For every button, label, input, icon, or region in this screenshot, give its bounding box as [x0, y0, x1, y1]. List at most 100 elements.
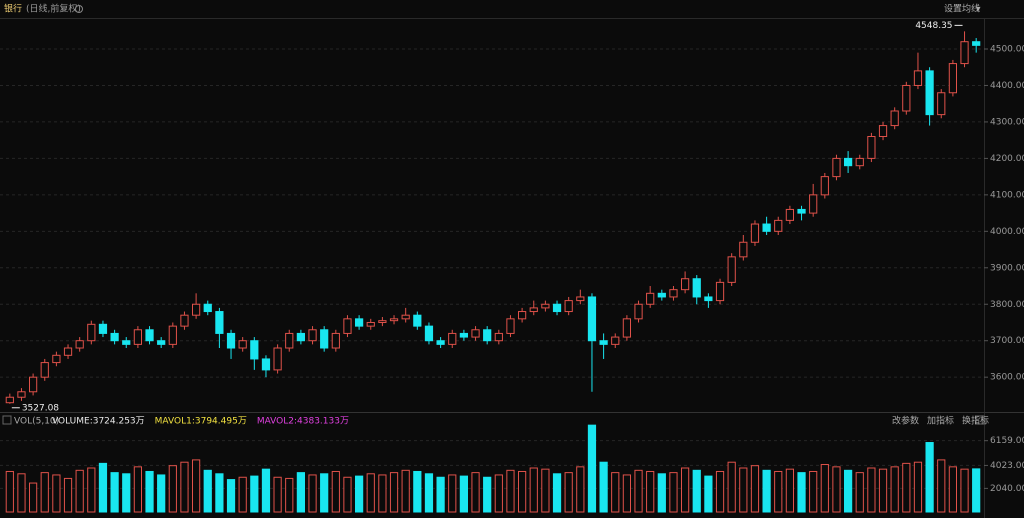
volume-bar	[890, 466, 899, 513]
volume-bar	[215, 473, 224, 513]
volume-bar	[739, 467, 748, 513]
candle-body	[215, 311, 224, 334]
candle-body	[867, 136, 876, 159]
candle-body	[63, 347, 73, 356]
volume-bar	[308, 474, 317, 513]
candle-body	[576, 296, 585, 302]
volume-bar	[925, 442, 934, 513]
candle-body	[960, 41, 969, 65]
candle-body	[191, 303, 201, 316]
candle-body	[401, 314, 410, 320]
volume-bar	[436, 476, 445, 513]
candle-body	[506, 318, 515, 334]
candle-body	[890, 110, 899, 127]
candle-body	[599, 340, 608, 345]
candle-body	[820, 176, 829, 196]
volume-label: VOL(5,10)	[14, 417, 59, 427]
indicator-button[interactable]: 换指标	[962, 415, 989, 427]
volume-bar	[354, 475, 364, 513]
candle-body	[436, 340, 445, 345]
volume-bar	[413, 470, 422, 513]
candle-body	[564, 300, 573, 313]
volume-bar	[948, 466, 958, 513]
volume-bar	[343, 476, 352, 513]
y-tick-label: 4200.00	[990, 154, 1024, 164]
candle-body	[762, 223, 771, 232]
volume-bar	[483, 476, 492, 513]
dropdown-arrow[interactable]: ▾	[976, 5, 981, 15]
volume-bar	[832, 466, 841, 513]
candle-body	[413, 314, 422, 327]
candle-body	[40, 362, 49, 378]
volume-bar	[28, 482, 38, 513]
candle-body	[611, 336, 620, 345]
candle-body	[552, 303, 562, 313]
y-tick-label: 4400.00	[990, 81, 1024, 91]
candle-body	[494, 332, 503, 342]
volume-bar	[867, 467, 876, 513]
candle-body	[855, 157, 864, 167]
y-tick-label: 4500.00	[990, 44, 1024, 54]
help-icon[interactable]	[2, 415, 12, 425]
candle-body	[448, 332, 457, 345]
volume-bar	[843, 469, 853, 513]
volume-bar	[878, 468, 888, 513]
volume-bar	[459, 475, 469, 513]
candle-body	[238, 340, 247, 349]
volume-bar	[63, 477, 73, 513]
volume-bar	[564, 472, 573, 513]
volume-bar	[972, 468, 981, 513]
volume-bar	[168, 465, 177, 513]
y-tick-label: 3800.00	[990, 300, 1024, 310]
volume-readout: VOLUME:3724.253万	[52, 417, 145, 427]
volume-bar	[762, 469, 771, 513]
volume-bar	[87, 467, 96, 513]
candle-body	[587, 296, 597, 342]
volume-bar	[797, 472, 806, 513]
volume-bar	[669, 472, 678, 513]
candle-body	[366, 321, 375, 327]
settings-icon[interactable]	[75, 5, 83, 13]
y-tick-label: 4100.00	[990, 190, 1024, 200]
candle-body	[680, 278, 690, 291]
ma-settings[interactable]: 设置均线	[944, 3, 980, 15]
candle-body	[634, 303, 643, 320]
volume-bar	[680, 467, 690, 513]
candle-body	[715, 281, 725, 302]
candle-body	[937, 92, 946, 116]
candle-body	[657, 292, 666, 298]
candle-body	[285, 332, 294, 349]
volume-bar	[541, 468, 550, 513]
candle-body	[308, 329, 317, 342]
candle-body	[692, 278, 701, 298]
volume-bar	[98, 462, 108, 513]
candle-body	[517, 311, 527, 320]
candle-body	[354, 318, 364, 327]
close-icon[interactable]	[975, 415, 985, 425]
candle-body	[250, 340, 259, 360]
candle-body	[774, 219, 783, 232]
candle-body	[145, 329, 154, 342]
volume-bar	[366, 473, 375, 513]
candle-body	[529, 307, 538, 313]
candle-body	[389, 318, 399, 322]
indicator-button[interactable]: 改参数	[892, 415, 919, 427]
candle-body	[739, 241, 748, 258]
volume-bar	[785, 468, 795, 513]
candle-body	[669, 289, 678, 298]
indicator-button[interactable]: 加指标	[927, 415, 954, 427]
volume-bar	[401, 469, 410, 513]
volume-bar	[52, 474, 61, 513]
volume-bar	[692, 469, 701, 513]
volume-bar	[122, 473, 131, 513]
volume-bar	[517, 470, 527, 513]
candle-body	[913, 70, 923, 86]
volume-bar	[145, 470, 154, 513]
volume-bar	[506, 469, 515, 513]
volume-bar	[576, 466, 585, 513]
volume-bar	[750, 465, 760, 513]
candle-body	[925, 70, 934, 116]
volume-bar	[157, 474, 166, 513]
volume-bar	[448, 474, 457, 513]
volume-bar	[285, 477, 294, 513]
